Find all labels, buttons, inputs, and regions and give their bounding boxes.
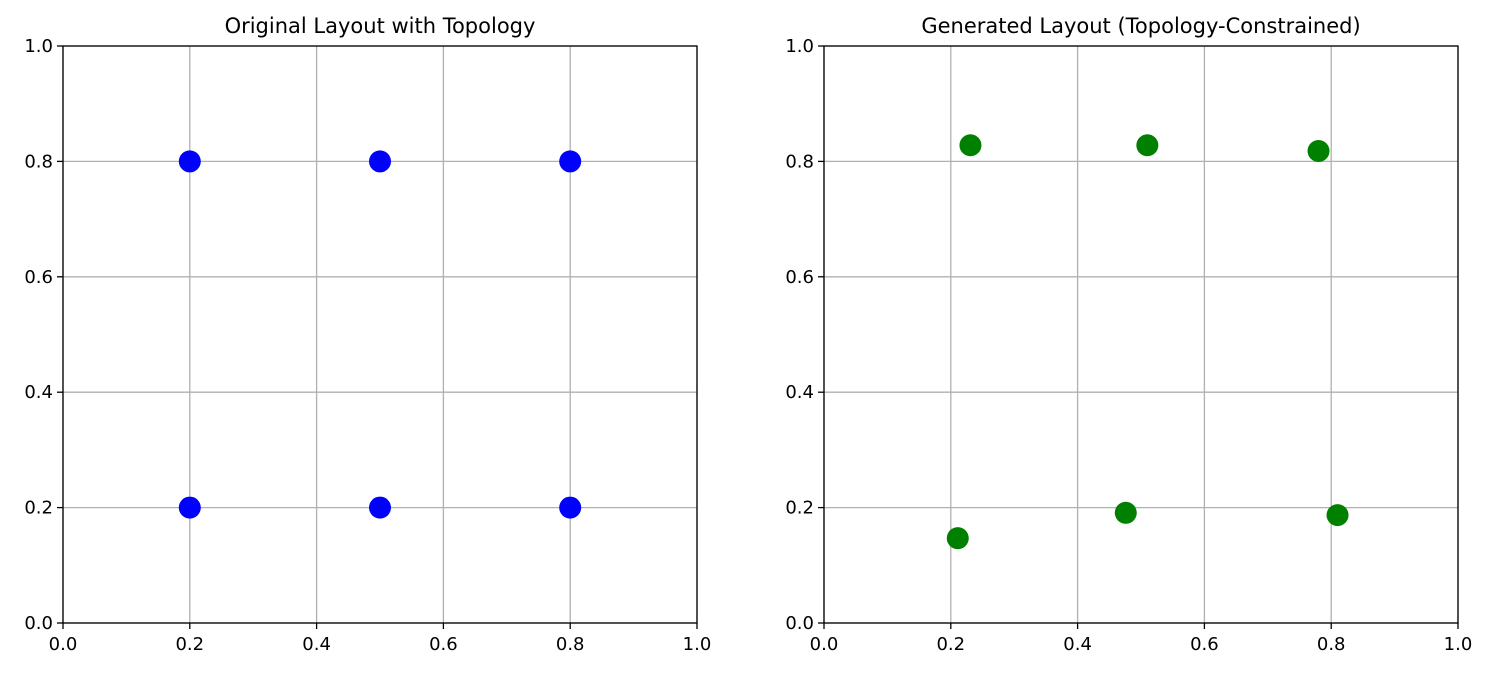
left-y-tick-label: 0.6 bbox=[24, 267, 53, 288]
left-scatter-point bbox=[369, 496, 391, 519]
left-y-tick-label: 0.4 bbox=[24, 382, 53, 403]
right-y-tick-label: 0.0 bbox=[785, 613, 814, 634]
right-x-tick-label: 1.0 bbox=[1444, 634, 1473, 655]
right-scatter-point bbox=[1114, 501, 1137, 524]
right-y-tick-label: 0.4 bbox=[785, 382, 814, 403]
right-axes-frame bbox=[823, 45, 1459, 624]
left-scatter-point bbox=[178, 496, 201, 519]
left-x-tick-label: 0.4 bbox=[302, 634, 331, 655]
right-chart-title: Generated Layout (Topology-Constrained) bbox=[921, 14, 1360, 38]
left-y-tick-label: 0.8 bbox=[24, 151, 53, 172]
right-y-tick-label: 0.2 bbox=[785, 498, 814, 519]
left-x-tick-label: 0.0 bbox=[49, 634, 78, 655]
left-x-tick-label: 0.8 bbox=[556, 634, 585, 655]
left-y-tick-label: 0.0 bbox=[24, 613, 53, 634]
right-scatter-point bbox=[946, 527, 969, 550]
left-axes-frame bbox=[62, 45, 698, 624]
right-y-tick-label: 0.8 bbox=[785, 151, 814, 172]
right-scatter-point bbox=[959, 134, 982, 157]
left-chart-title: Original Layout with Topology bbox=[225, 14, 536, 38]
right-x-tick-label: 0.6 bbox=[1190, 634, 1219, 655]
right-y-tick-label: 1.0 bbox=[785, 36, 814, 57]
right-chart: Generated Layout (Topology-Constrained) … bbox=[785, 14, 1472, 655]
left-x-tick-label: 0.6 bbox=[429, 634, 458, 655]
right-x-tick-label: 0.2 bbox=[936, 634, 965, 655]
left-x-tick-label: 1.0 bbox=[683, 634, 712, 655]
right-y-tick-label: 0.6 bbox=[785, 267, 814, 288]
left-x-tick-label: 0.2 bbox=[175, 634, 204, 655]
left-scatter-point bbox=[369, 150, 391, 173]
left-scatter-point bbox=[178, 150, 201, 173]
left-y-tick-label: 1.0 bbox=[24, 36, 53, 57]
right-x-tick-label: 0.8 bbox=[1317, 634, 1346, 655]
right-scatter-point bbox=[1307, 140, 1330, 163]
left-scatter-point bbox=[559, 150, 582, 173]
left-y-tick-label: 0.2 bbox=[24, 498, 53, 519]
right-scatter-point bbox=[1326, 504, 1349, 527]
right-x-tick-label: 0.4 bbox=[1063, 634, 1092, 655]
left-scatter-point bbox=[559, 496, 582, 519]
right-x-tick-label: 0.0 bbox=[810, 634, 839, 655]
right-scatter-point bbox=[1136, 134, 1159, 157]
left-chart: Original Layout with Topology 0.0 0.2 0.4 0… bbox=[24, 14, 711, 655]
